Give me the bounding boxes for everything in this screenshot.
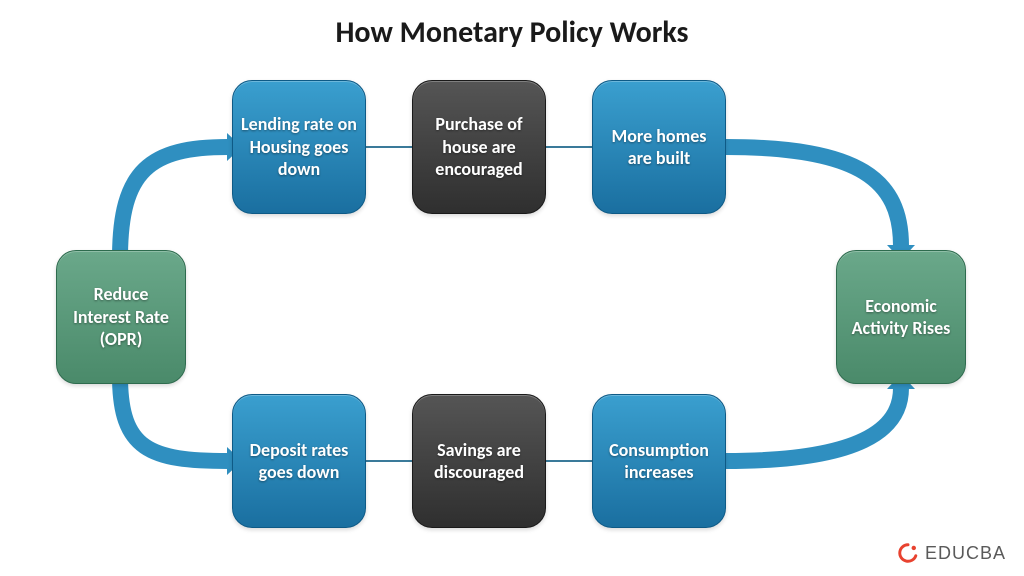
curve-bot-to-end [726,388,901,461]
node-top1: Lending rate on Housing goes down [232,80,366,214]
curve-top-to-end [726,147,901,246]
educba-logo-icon [897,542,919,564]
node-bot3: Consumption increases [592,394,726,528]
node-start: Reduce Interest Rate (OPR) [56,250,186,384]
diagram-title: How Monetary Policy Works [0,14,1024,51]
node-top2: Purchase of house are encouraged [412,80,546,214]
curve-start-to-bot [120,376,228,461]
educba-logo-text: EDUCBA [925,543,1006,564]
educba-logo: EDUCBA [897,542,1006,564]
curve-start-to-top [120,147,228,258]
node-bot2: Savings are discouraged [412,394,546,528]
node-top3: More homes are built [592,80,726,214]
node-end: Economic Activity Rises [836,250,966,384]
node-bot1: Deposit rates goes down [232,394,366,528]
